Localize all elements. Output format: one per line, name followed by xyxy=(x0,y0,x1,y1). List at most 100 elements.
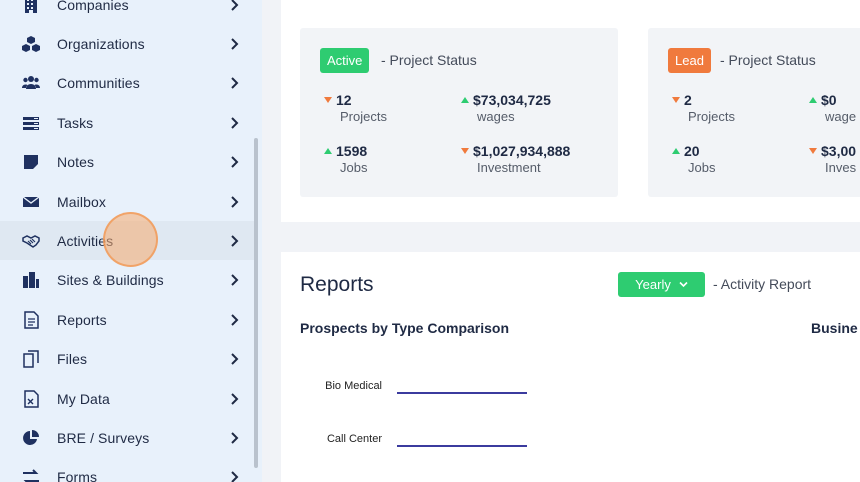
chevron-right-icon[interactable] xyxy=(228,432,240,444)
trend-down-icon xyxy=(809,148,817,154)
period-note: - Activity Report xyxy=(713,276,812,292)
sidebar-item-label: Reports xyxy=(57,311,107,328)
trend-up-icon xyxy=(461,97,469,103)
chevron-right-icon[interactable] xyxy=(228,392,240,405)
period-select-value: Yearly xyxy=(635,277,671,292)
sidebar-item-label: Communities xyxy=(57,75,140,92)
sidebar-item-forms[interactable]: Forms xyxy=(0,458,256,482)
status-card-note: - Project Status xyxy=(720,52,816,68)
sidebar-item-label: Companies xyxy=(57,0,129,13)
reports-title: Reports xyxy=(300,273,374,296)
chevron-right-icon[interactable] xyxy=(228,116,240,129)
chart-category-label: Bio Medical xyxy=(325,380,382,392)
users-icon xyxy=(22,74,40,92)
chevron-right-icon[interactable] xyxy=(228,313,240,326)
chevron-right-icon[interactable] xyxy=(228,471,240,482)
lead-status-card: Lead - Project Status 2 Projects $0 wage… xyxy=(648,28,860,197)
report-icon xyxy=(22,310,40,329)
trend-down-icon xyxy=(672,97,680,103)
sidebar-item-reports[interactable]: Reports xyxy=(0,300,256,339)
metric-investment: $1,027,934,888 Investment xyxy=(457,143,570,175)
tasks-icon xyxy=(22,114,40,132)
trend-up-icon xyxy=(672,148,680,154)
metric-label: wage xyxy=(825,109,857,124)
sidebar: Companies Organizations Communities Tasks No… xyxy=(0,0,262,482)
metric-investment: $3,00 Inves xyxy=(805,143,856,175)
metric-label: wages xyxy=(477,109,515,124)
chart-title: Prospects by Type Comparison xyxy=(300,320,510,336)
metric-value: $3,00 xyxy=(821,143,857,159)
chevron-down-icon xyxy=(679,281,688,288)
sidebar-item-label: Notes xyxy=(57,154,95,171)
pie-chart-icon xyxy=(22,429,40,447)
metric-value: 1598 xyxy=(336,143,368,159)
sidebar-item-label: Files xyxy=(57,351,88,368)
metric-label: Investment xyxy=(477,160,541,175)
sidebar-item-label: Sites & Buildings xyxy=(57,272,164,289)
sidebar-item-label: Mailbox xyxy=(57,193,106,210)
chevron-right-icon[interactable] xyxy=(228,274,240,287)
sidebar-item-organizations[interactable]: Organizations xyxy=(0,24,256,63)
main-content: Active - Project Status 12 Projects $73,… xyxy=(281,0,860,482)
metric-jobs: 20 Jobs xyxy=(668,143,715,175)
chevron-right-icon[interactable] xyxy=(228,235,240,247)
chevron-right-icon[interactable] xyxy=(228,0,240,11)
sidebar-item-label: Tasks xyxy=(57,114,94,131)
sidebar-item-files[interactable]: Files xyxy=(0,340,256,379)
metric-jobs: 1598 Jobs xyxy=(320,143,367,175)
sidebar-item-label: Forms xyxy=(57,469,98,482)
exchange-icon xyxy=(22,468,40,482)
sidebar-item-companies[interactable]: Companies xyxy=(0,0,256,24)
copy-icon xyxy=(22,350,40,368)
metric-wages: $0 wage xyxy=(805,92,856,124)
sidebar-scrollbar[interactable] xyxy=(254,138,258,468)
reports-panel: Reports Yearly - Activity Report Prospec… xyxy=(281,252,860,482)
trend-down-icon xyxy=(461,148,469,154)
note-icon xyxy=(22,153,40,171)
sidebar-item-label: My Data xyxy=(57,390,110,407)
chevron-right-icon[interactable] xyxy=(228,77,240,90)
metric-projects: 2 Projects xyxy=(668,92,735,124)
trend-down-icon xyxy=(324,97,332,103)
sidebar-item-mailbox[interactable]: Mailbox xyxy=(0,182,256,221)
metric-value: $73,034,725 xyxy=(473,92,551,108)
chevron-right-icon[interactable] xyxy=(228,38,240,50)
sidebar-item-sites-buildings[interactable]: Sites & Buildings xyxy=(0,261,256,300)
sidebar-item-tasks[interactable]: Tasks xyxy=(0,103,256,142)
trend-up-icon xyxy=(324,148,332,154)
metric-value: $0 xyxy=(821,92,837,108)
period-select[interactable]: Yearly xyxy=(618,272,705,297)
metric-label: Jobs xyxy=(688,160,716,175)
sidebar-item-activities[interactable]: Activities xyxy=(0,221,256,261)
status-card-note: - Project Status xyxy=(381,52,477,68)
metric-label: Jobs xyxy=(340,160,368,175)
excel-file-icon xyxy=(22,389,40,408)
cubes-icon xyxy=(22,35,40,53)
building-icon xyxy=(22,0,40,14)
status-badge-active: Active xyxy=(320,48,370,73)
trend-up-icon xyxy=(809,97,817,103)
active-status-card: Active - Project Status 12 Projects $73,… xyxy=(300,28,618,197)
metric-label: Projects xyxy=(340,109,387,124)
envelope-icon xyxy=(22,193,40,211)
metric-value: 2 xyxy=(684,92,692,108)
sidebar-item-bre-surveys[interactable]: BRE / Surveys xyxy=(0,418,256,457)
sidebar-item-label: Organizations xyxy=(57,35,145,52)
metric-projects: 12 Projects xyxy=(320,92,387,124)
prospects-chart: Bio Medical Call Center xyxy=(325,380,527,447)
metric-value: $1,027,934,888 xyxy=(473,143,571,159)
metric-value: 12 xyxy=(336,92,352,108)
metric-value: 20 xyxy=(684,143,700,159)
sidebar-item-label: BRE / Surveys xyxy=(57,429,150,446)
sidebar-item-notes[interactable]: Notes xyxy=(0,143,256,182)
chart2-title: Busine xyxy=(811,320,858,336)
chevron-right-icon[interactable] xyxy=(228,353,240,365)
chevron-right-icon[interactable] xyxy=(228,156,240,168)
sidebar-item-my-data[interactable]: My Data xyxy=(0,379,256,418)
status-badge-lead: Lead xyxy=(668,48,711,73)
chevron-right-icon[interactable] xyxy=(228,195,240,208)
sidebar-item-communities[interactable]: Communities xyxy=(0,64,256,103)
sidebar-item-label: Activities xyxy=(57,232,114,249)
metric-wages: $73,034,725 wages xyxy=(457,92,551,124)
city-icon xyxy=(22,271,40,289)
